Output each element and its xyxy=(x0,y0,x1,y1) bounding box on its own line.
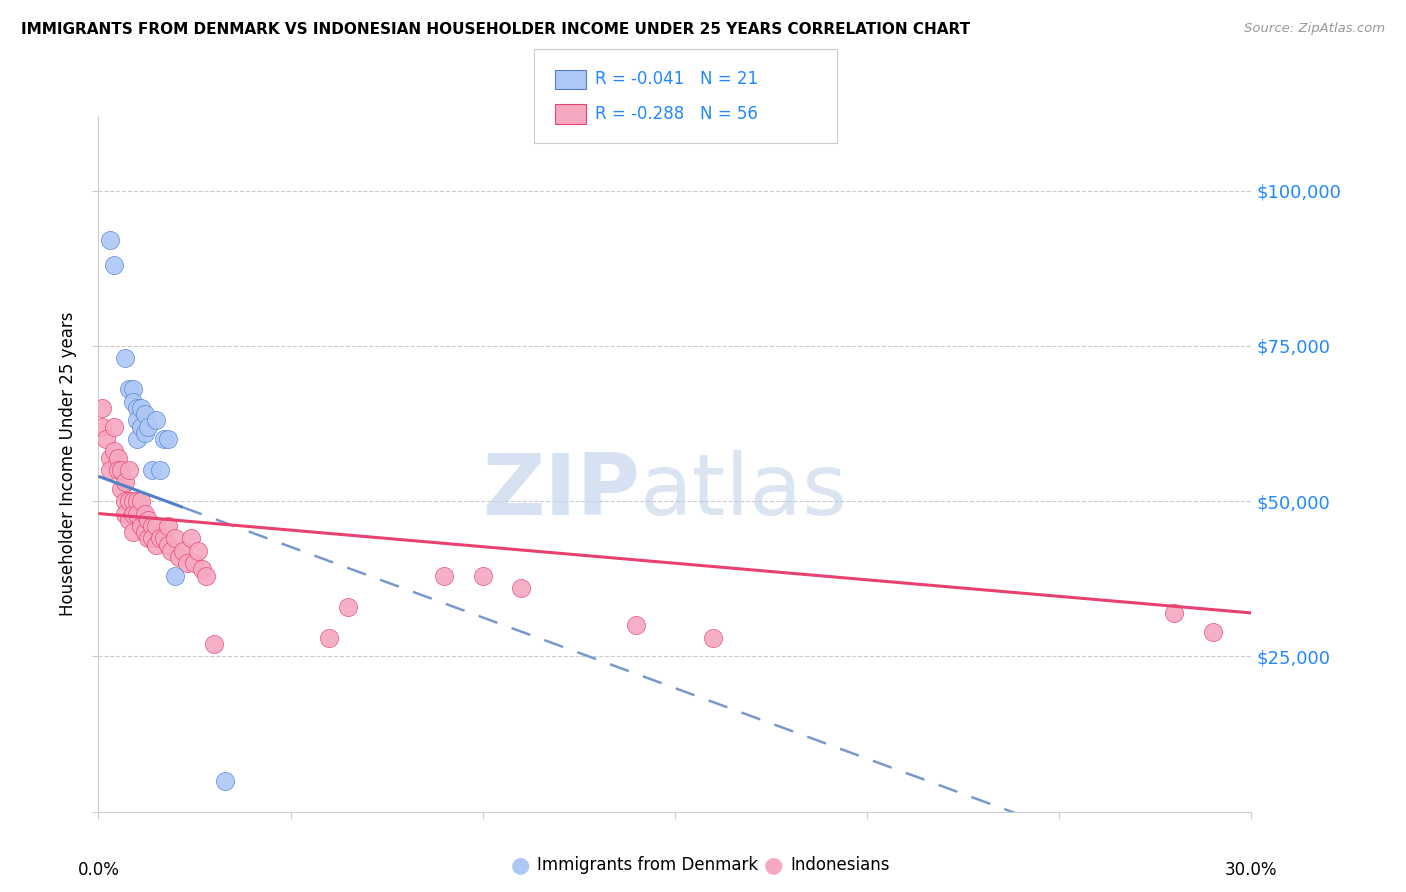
Point xyxy=(191,562,214,576)
Point xyxy=(114,494,136,508)
Text: ZIP: ZIP xyxy=(482,450,640,533)
Point xyxy=(122,394,145,409)
Point xyxy=(152,532,174,546)
Point xyxy=(122,525,145,540)
Point xyxy=(134,425,156,440)
Point xyxy=(129,519,152,533)
Point xyxy=(122,382,145,396)
Point xyxy=(167,549,190,564)
Point xyxy=(125,401,148,415)
Point xyxy=(337,599,360,614)
Point xyxy=(98,463,121,477)
Text: IMMIGRANTS FROM DENMARK VS INDONESIAN HOUSEHOLDER INCOME UNDER 25 YEARS CORRELAT: IMMIGRANTS FROM DENMARK VS INDONESIAN HO… xyxy=(21,22,970,37)
Point xyxy=(149,463,172,477)
Point xyxy=(134,407,156,421)
Point xyxy=(138,532,160,546)
Point xyxy=(103,258,125,272)
Text: 0.0%: 0.0% xyxy=(77,862,120,880)
Point xyxy=(103,444,125,458)
Point xyxy=(91,419,114,434)
Point xyxy=(125,507,148,521)
Point xyxy=(145,538,167,552)
Point xyxy=(114,351,136,366)
Point xyxy=(114,507,136,521)
Point xyxy=(118,513,141,527)
Text: ●: ● xyxy=(763,855,783,875)
Text: R = -0.041   N = 21: R = -0.041 N = 21 xyxy=(595,70,758,88)
Point xyxy=(103,419,125,434)
Point xyxy=(152,432,174,446)
Point xyxy=(94,432,117,446)
Point xyxy=(187,543,209,558)
Point xyxy=(202,637,225,651)
Point xyxy=(134,525,156,540)
Text: Immigrants from Denmark: Immigrants from Denmark xyxy=(537,856,758,874)
Point xyxy=(129,401,152,415)
Point xyxy=(129,494,152,508)
Point xyxy=(183,556,205,570)
Point xyxy=(107,463,129,477)
Point xyxy=(118,382,141,396)
Point xyxy=(138,513,160,527)
Point xyxy=(318,631,340,645)
Point xyxy=(214,773,236,788)
Point xyxy=(138,419,160,434)
Point xyxy=(172,543,194,558)
Point xyxy=(114,475,136,490)
Point xyxy=(626,618,648,632)
Text: Indonesians: Indonesians xyxy=(790,856,890,874)
Point xyxy=(141,463,163,477)
Point xyxy=(125,494,148,508)
Text: ●: ● xyxy=(510,855,530,875)
Point xyxy=(141,519,163,533)
Point xyxy=(122,507,145,521)
Point xyxy=(125,432,148,446)
Point xyxy=(195,568,218,582)
Text: R = -0.288   N = 56: R = -0.288 N = 56 xyxy=(595,105,758,123)
Point xyxy=(98,233,121,247)
Point xyxy=(471,568,494,582)
Point xyxy=(180,532,202,546)
Point xyxy=(134,507,156,521)
Text: 30.0%: 30.0% xyxy=(1225,862,1278,880)
Point xyxy=(510,581,533,595)
Point xyxy=(118,463,141,477)
Point xyxy=(145,519,167,533)
Point xyxy=(91,401,114,415)
Y-axis label: Householder Income Under 25 years: Householder Income Under 25 years xyxy=(59,311,77,616)
Point xyxy=(149,532,172,546)
Text: Source: ZipAtlas.com: Source: ZipAtlas.com xyxy=(1244,22,1385,36)
Point xyxy=(156,538,179,552)
Point xyxy=(160,543,183,558)
Text: atlas: atlas xyxy=(640,450,848,533)
Point xyxy=(141,532,163,546)
Point xyxy=(165,532,187,546)
Point xyxy=(122,494,145,508)
Point xyxy=(110,463,132,477)
Point xyxy=(1163,606,1185,620)
Point xyxy=(118,494,141,508)
Point xyxy=(1202,624,1225,639)
Point xyxy=(129,419,152,434)
Point xyxy=(165,568,187,582)
Point xyxy=(156,432,179,446)
Point xyxy=(156,519,179,533)
Point xyxy=(107,450,129,465)
Point xyxy=(176,556,198,570)
Point xyxy=(145,413,167,427)
Point xyxy=(110,482,132,496)
Point xyxy=(702,631,724,645)
Point xyxy=(125,413,148,427)
Point xyxy=(433,568,456,582)
Point xyxy=(98,450,121,465)
